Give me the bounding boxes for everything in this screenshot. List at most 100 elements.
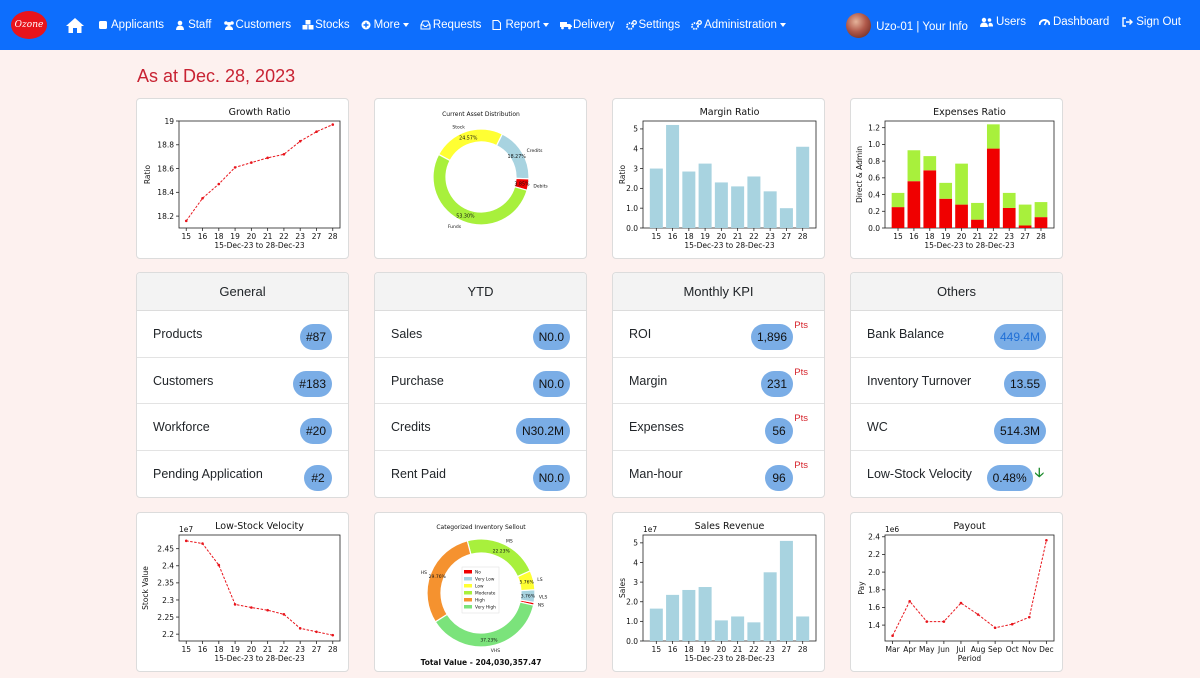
x-tick-label: 18: [684, 232, 694, 241]
y-tick-label: 2.4: [162, 562, 174, 571]
y-tick-label: 0.0: [626, 224, 638, 233]
data-bar: [907, 150, 921, 182]
kpi-label: Rent Paid: [391, 467, 446, 482]
y-tick-label: 2.4: [868, 533, 880, 542]
sales-revenue-chart: Sales Revenue 0.0 1.0 2.0 3 4 5 1e7 15-Dec-23 to…: [618, 521, 817, 663]
x-tick-label: Jul: [955, 645, 965, 654]
nav-requests-link[interactable]: Requests: [420, 19, 481, 31]
x-tick-label: 18: [214, 232, 224, 241]
x-tick-label: 21: [733, 232, 743, 241]
x-tick-label: 18: [684, 645, 694, 654]
data-bar: [1002, 192, 1016, 208]
kpi-row: Inventory Turnover 13.55: [851, 358, 1062, 405]
x-tick-label: 23: [1004, 232, 1014, 241]
slice-percent: 5.76%: [519, 580, 534, 586]
x-axis-label: 15-Dec-23 to 28-Dec-23: [924, 241, 1015, 250]
points-unit: Pts: [794, 413, 808, 425]
slice-percent: 18.27%: [508, 154, 527, 160]
data-point: [201, 196, 204, 200]
slice-label: Funds: [448, 224, 462, 230]
inventory-sellout-card: Categorized Inventory Sellout NS VLS 3.76% L…: [374, 512, 587, 672]
users-link[interactable]: Users: [979, 16, 1026, 28]
legend-label: Very Low: [475, 577, 495, 583]
nav-applicants-link[interactable]: Applicants: [98, 19, 164, 31]
data-bar: [698, 587, 712, 641]
sign-out-icon: [1122, 17, 1134, 27]
x-tick-label: 28: [328, 645, 338, 654]
nav-item-label: More: [373, 19, 400, 31]
sign-out-link[interactable]: Sign Out: [1122, 16, 1181, 28]
y-tick-label: 1.0: [626, 204, 638, 213]
slice-label: LS: [537, 577, 543, 583]
caret-down-icon: [542, 23, 549, 27]
slice-label: HS: [421, 570, 427, 576]
data-point: [217, 182, 221, 186]
dashboard-link[interactable]: Dashboard: [1038, 16, 1109, 28]
expenses-ratio-card: Expenses Ratio 0.0 0.2 0.4 0.6 0.8 1.0 1.2 15-De…: [850, 98, 1063, 259]
nav-item-label: Customers: [235, 19, 292, 31]
data-point: [1028, 615, 1031, 619]
nav-customers-link[interactable]: Customers: [223, 19, 292, 31]
x-axis-label: 15-Dec-23 to 28-Dec-23: [214, 654, 305, 663]
y-tick-label: 4: [633, 145, 638, 154]
x-tick-label: Dec: [1039, 645, 1054, 654]
data-bar: [698, 163, 712, 228]
nav-delivery-link[interactable]: Delivery: [559, 19, 615, 31]
data-point: [184, 219, 188, 223]
x-tick-label: 19: [941, 232, 951, 241]
x-tick-label: 27: [312, 232, 322, 241]
nav-stocks-link[interactable]: Stocks: [302, 19, 350, 31]
y-tick-label: 2.2: [868, 550, 880, 559]
slice-label: Debits: [533, 183, 548, 189]
x-tick-label: 16: [668, 232, 678, 241]
brand-logo[interactable]: Ozone: [11, 11, 47, 39]
user-info-link[interactable]: Uzo-01 | Your Info: [846, 12, 968, 38]
chart-title: Categorized Inventory Sellout: [436, 524, 526, 531]
kpi-row: Man-hour 96 Pts: [613, 451, 824, 498]
nav-report-link[interactable]: Report: [492, 19, 549, 31]
kpi-value-badge: 231: [760, 371, 793, 398]
edit-icon: [98, 20, 108, 30]
y-tick-label: 2.2: [162, 630, 174, 639]
slice-label: Stock: [452, 125, 465, 131]
kpi-label: Man-hour: [629, 467, 683, 482]
nav-staff-link[interactable]: Staff: [175, 19, 212, 31]
nav-settings-link[interactable]: Settings: [625, 19, 680, 31]
kpi-value-badge: 1,896: [750, 324, 793, 351]
x-tick-label: 21: [733, 645, 743, 654]
data-bar: [1018, 204, 1032, 226]
nav-administration-link[interactable]: Administration: [691, 19, 786, 31]
data-bar: [714, 620, 728, 641]
kpi-label: Customers: [153, 373, 214, 388]
kpi-others-panel: Others Bank Balance 449.4M Inventory Turn…: [850, 272, 1063, 498]
expenses-ratio-chart: Expenses Ratio 0.0 0.2 0.4 0.6 0.8 1.0 1.2 15-De…: [855, 107, 1055, 250]
sales-revenue-card: Sales Revenue 0.0 1.0 2.0 3 4 5 1e7 15-Dec-23 to…: [612, 512, 825, 672]
home-link[interactable]: [65, 17, 85, 34]
y-tick-label: 3: [633, 578, 638, 587]
x-axis-label: 15-Dec-23 to 28-Dec-23: [684, 654, 775, 663]
slice-percent: 22.23%: [493, 549, 511, 555]
slice-percent: 3.76%: [521, 594, 536, 600]
truck-icon: [559, 20, 572, 30]
kpi-value-badge: 514.3M: [993, 417, 1046, 444]
x-tick-label: 15: [181, 232, 191, 241]
points-unit: Pts: [794, 366, 808, 378]
x-tick-label: 27: [782, 232, 792, 241]
x-tick-label: 15: [181, 645, 191, 654]
kpi-row: WC 514.3M: [851, 404, 1062, 452]
data-bar: [1034, 217, 1048, 228]
x-tick-label: 19: [700, 645, 710, 654]
kpi-row: Purchase N0.0: [375, 358, 586, 405]
x-tick-label: 23: [295, 645, 305, 654]
nav-more-link[interactable]: More: [361, 19, 409, 31]
kpi-value-badge: 13.55: [1003, 371, 1046, 398]
data-point: [315, 130, 318, 133]
y-tick-label: 5: [633, 539, 638, 548]
home-icon: [66, 17, 84, 33]
data-point: [250, 606, 253, 609]
dashboard-icon: [1038, 19, 1050, 26]
axis-offset-label: 1e6: [885, 525, 899, 534]
x-tick-label: Nov: [1022, 645, 1037, 654]
kpi-value-badge: N0.0: [532, 324, 570, 351]
y-tick-label: 2.45: [157, 544, 174, 553]
